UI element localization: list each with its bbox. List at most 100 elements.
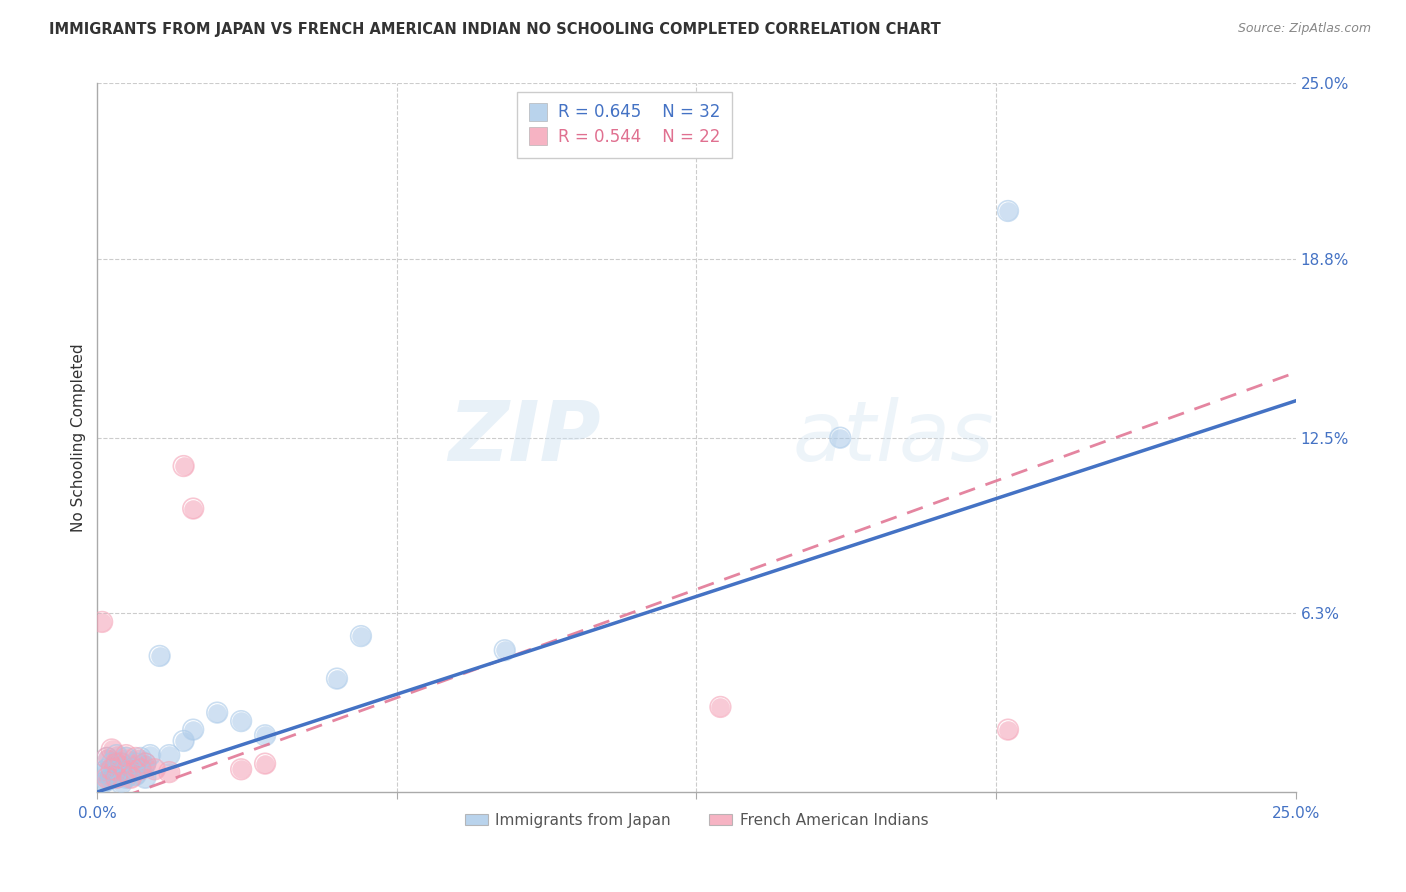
Point	[105, 765, 128, 780]
Point	[105, 765, 128, 780]
Point	[125, 751, 148, 765]
Point	[157, 765, 180, 780]
Point	[326, 672, 349, 686]
Point	[231, 762, 253, 776]
Point	[100, 756, 122, 771]
Point	[105, 756, 128, 771]
Point	[205, 706, 228, 720]
Point	[110, 776, 132, 790]
Point	[110, 756, 132, 771]
Point	[709, 700, 731, 714]
Point	[181, 501, 204, 516]
Point	[134, 771, 156, 785]
Point	[350, 629, 373, 643]
Point	[231, 714, 253, 728]
Point	[125, 756, 148, 771]
Point	[100, 756, 122, 771]
Point	[115, 748, 138, 763]
Point	[100, 771, 122, 785]
Point	[120, 762, 142, 776]
Point	[157, 765, 180, 780]
Point	[105, 748, 128, 763]
Point	[115, 765, 138, 780]
Point	[129, 751, 152, 765]
Point	[96, 773, 118, 788]
Point	[173, 458, 195, 473]
Point	[149, 648, 172, 663]
Point	[125, 768, 148, 782]
Point	[96, 771, 118, 785]
Point	[181, 723, 204, 737]
Point	[830, 431, 852, 445]
Point	[110, 776, 132, 790]
Point	[115, 771, 138, 785]
Point	[120, 762, 142, 776]
Point	[125, 751, 148, 765]
Point	[494, 643, 516, 657]
Point	[997, 723, 1019, 737]
Point	[115, 751, 138, 765]
Point	[997, 204, 1019, 219]
Point	[100, 762, 122, 776]
Point	[91, 615, 114, 629]
Point	[254, 756, 277, 771]
Point	[157, 748, 180, 763]
Point	[231, 762, 253, 776]
Legend: Immigrants from Japan, French American Indians: Immigrants from Japan, French American I…	[458, 806, 935, 834]
Point	[997, 204, 1019, 219]
Point	[115, 748, 138, 763]
Point	[115, 751, 138, 765]
Point	[125, 768, 148, 782]
Point	[134, 756, 156, 771]
Point	[120, 771, 142, 785]
Text: ZIP: ZIP	[449, 397, 600, 478]
Point	[129, 762, 152, 776]
Point	[254, 728, 277, 742]
Point	[134, 756, 156, 771]
Point	[129, 751, 152, 765]
Point	[205, 706, 228, 720]
Y-axis label: No Schooling Completed: No Schooling Completed	[72, 343, 86, 532]
Point	[96, 762, 118, 776]
Text: Source: ZipAtlas.com: Source: ZipAtlas.com	[1237, 22, 1371, 36]
Point	[105, 756, 128, 771]
Point	[134, 756, 156, 771]
Point	[91, 776, 114, 790]
Text: IMMIGRANTS FROM JAPAN VS FRENCH AMERICAN INDIAN NO SCHOOLING COMPLETED CORRELATI: IMMIGRANTS FROM JAPAN VS FRENCH AMERICAN…	[49, 22, 941, 37]
Point	[709, 700, 731, 714]
Point	[129, 762, 152, 776]
Point	[96, 751, 118, 765]
Point	[115, 771, 138, 785]
Point	[143, 762, 166, 776]
Point	[96, 751, 118, 765]
Point	[96, 771, 118, 785]
Point	[173, 734, 195, 748]
Point	[105, 771, 128, 785]
Point	[494, 643, 516, 657]
Point	[254, 728, 277, 742]
Point	[110, 756, 132, 771]
Point	[110, 756, 132, 771]
Point	[231, 714, 253, 728]
Point	[134, 771, 156, 785]
Point	[100, 742, 122, 756]
Point	[157, 748, 180, 763]
Point	[830, 431, 852, 445]
Point	[100, 742, 122, 756]
Point	[134, 756, 156, 771]
Point	[120, 771, 142, 785]
Point	[997, 723, 1019, 737]
Point	[326, 672, 349, 686]
Point	[105, 771, 128, 785]
Point	[139, 748, 162, 763]
Point	[91, 765, 114, 780]
Point	[181, 723, 204, 737]
Point	[254, 756, 277, 771]
Point	[91, 615, 114, 629]
Point	[350, 629, 373, 643]
Point	[125, 756, 148, 771]
Point	[181, 501, 204, 516]
Point	[105, 748, 128, 763]
Point	[96, 762, 118, 776]
Text: atlas: atlas	[793, 397, 994, 478]
